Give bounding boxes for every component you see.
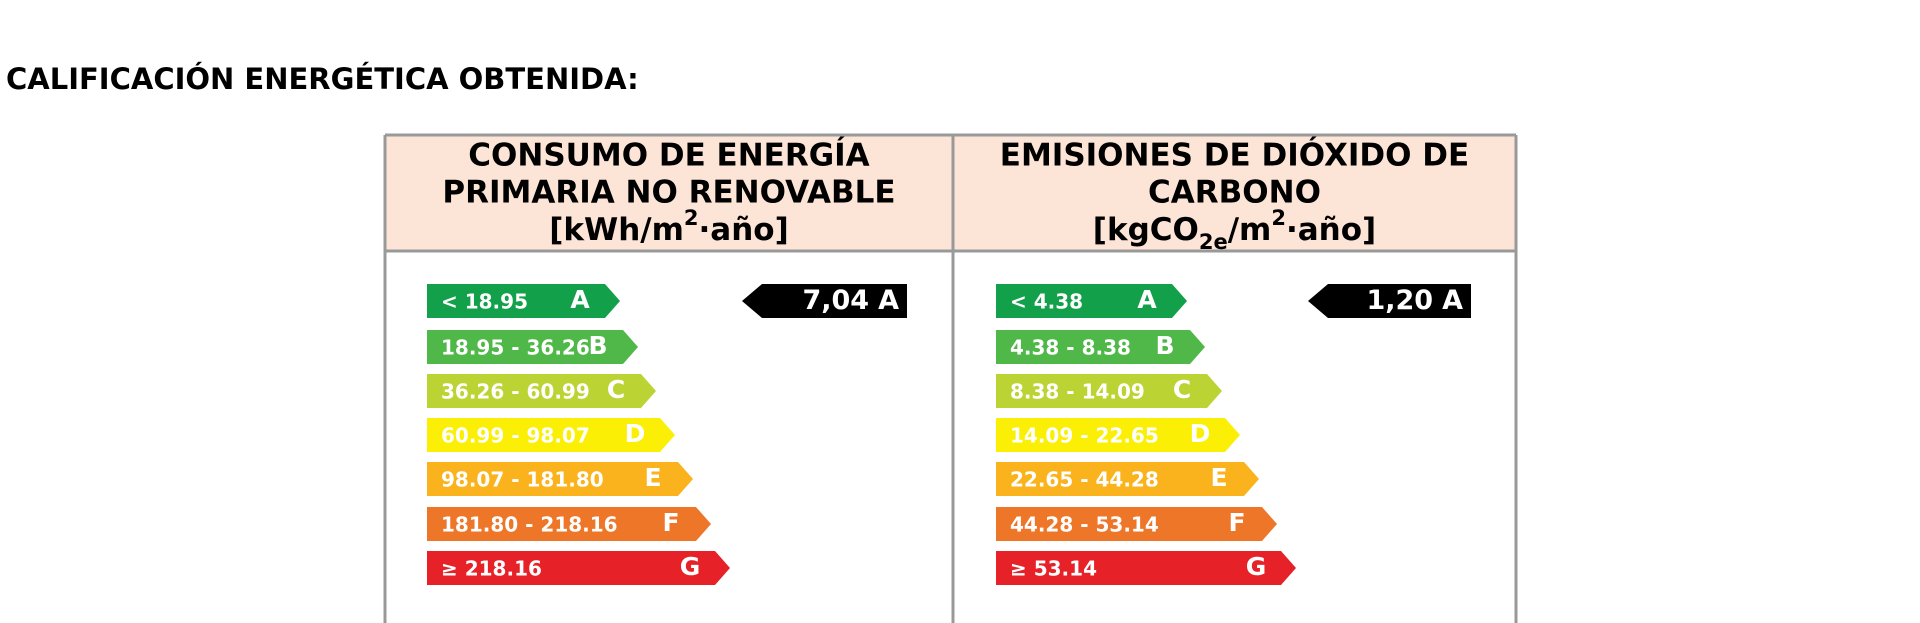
rating-bar xyxy=(427,284,620,318)
rating-letter: F xyxy=(1228,508,1245,537)
rating-value: 1,20 xyxy=(1366,285,1433,316)
rating-bar xyxy=(996,462,1259,496)
rating-bar xyxy=(427,374,656,408)
rating-letter: G xyxy=(680,552,701,581)
rating-bar xyxy=(996,374,1222,408)
rating-letter: E xyxy=(1210,463,1227,492)
rating-range: 8.38 - 14.09 xyxy=(1010,380,1145,404)
unit-part: 2 xyxy=(1271,206,1286,230)
unit-part: ·año] xyxy=(699,212,789,248)
rating-range: ≥ 218.16 xyxy=(441,557,542,581)
unit-part: [kWh/m xyxy=(549,212,684,248)
rating-range: 22.65 - 44.28 xyxy=(1010,468,1159,492)
unit-part: /m xyxy=(1228,212,1272,248)
rating-letter: B xyxy=(588,331,607,360)
rating-range: 181.80 - 218.16 xyxy=(441,513,618,537)
rating-letter-result: A xyxy=(878,285,899,316)
rating-letter: C xyxy=(1173,375,1191,404)
rating-letter: B xyxy=(1155,331,1174,360)
rating-range: 14.09 - 22.65 xyxy=(1010,424,1159,448)
rating-bar xyxy=(427,462,693,496)
rating-bar xyxy=(427,551,730,585)
rating-value: 7,04 xyxy=(802,285,869,316)
rating-range: < 4.38 xyxy=(1010,290,1083,314)
rating-range: ≥ 53.14 xyxy=(1010,557,1097,581)
unit-part: 2e xyxy=(1199,230,1228,254)
column-header: CONSUMO DE ENERGÍA xyxy=(468,138,869,174)
column-header: CARBONO xyxy=(1148,175,1321,211)
rating-bar xyxy=(427,330,638,364)
unit-part: ·año] xyxy=(1286,212,1376,248)
header-background xyxy=(385,135,1516,251)
rating-range: 60.99 - 98.07 xyxy=(441,424,590,448)
rating-letter: A xyxy=(570,285,590,314)
rating-letter: D xyxy=(625,419,646,448)
rating-indicator xyxy=(742,284,907,318)
rating-bar xyxy=(996,551,1296,585)
rating-range: < 18.95 xyxy=(441,290,528,314)
rating-result: 7,04 A xyxy=(802,285,899,316)
rating-letter: A xyxy=(1137,285,1157,314)
rating-letter: F xyxy=(662,508,679,537)
section-title: CALIFICACIÓN ENERGÉTICA OBTENIDA: xyxy=(6,62,639,96)
column-header: PRIMARIA NO RENOVABLE xyxy=(442,175,895,211)
column-unit: [kWh/m2·año] xyxy=(549,206,789,248)
rating-bar xyxy=(427,507,711,541)
unit-part: 2 xyxy=(684,206,699,230)
rating-range: 44.28 - 53.14 xyxy=(1010,513,1159,537)
rating-letter: D xyxy=(1190,419,1211,448)
rating-letter: C xyxy=(607,375,625,404)
rating-indicator xyxy=(1308,284,1471,318)
rating-letter: G xyxy=(1246,552,1267,581)
unit-part: [kgCO xyxy=(1093,212,1199,248)
rating-bar xyxy=(996,284,1187,318)
rating-bar xyxy=(996,330,1205,364)
rating-result: 1,20 A xyxy=(1366,285,1463,316)
column-header: EMISIONES DE DIÓXIDO DE xyxy=(1000,137,1469,174)
rating-bar xyxy=(996,507,1277,541)
column-unit: [kgCO2e/m2·año] xyxy=(1093,206,1376,254)
rating-letter: E xyxy=(644,463,661,492)
rating-bar xyxy=(427,418,675,452)
rating-range: 36.26 - 60.99 xyxy=(441,380,590,404)
rating-range: 18.95 - 36.26 xyxy=(441,336,590,360)
rating-letter-result: A xyxy=(1442,285,1463,316)
rating-range: 4.38 - 8.38 xyxy=(1010,336,1131,360)
rating-bar xyxy=(996,418,1240,452)
rating-range: 98.07 - 181.80 xyxy=(441,468,604,492)
